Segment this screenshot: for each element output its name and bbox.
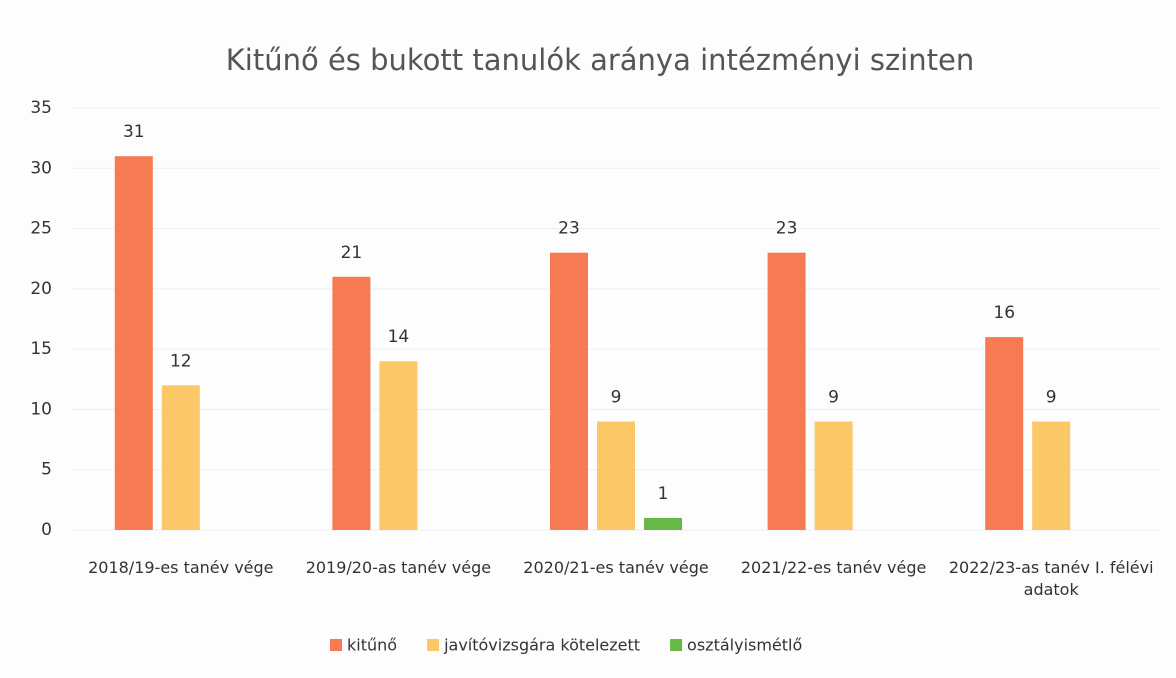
y-tick-label: 20 [30,279,52,299]
y-tick-label: 10 [30,399,52,419]
x-tick-label: 2020/21-es tanév vége [523,558,709,577]
data-label: 16 [993,303,1015,323]
bar [550,252,588,530]
legend-swatch [427,639,440,651]
bar [1032,421,1071,530]
bar [114,156,153,530]
bar [332,276,371,530]
data-label: 14 [388,327,410,347]
legend-swatch [670,639,683,651]
y-tick-label: 25 [30,219,52,239]
x-tick-label: 2022/23-as tanév I. félévi adatok [948,558,1154,599]
legend-label: osztályismétlő [687,636,802,655]
bar [597,421,635,530]
bar [379,361,418,530]
data-label: 21 [341,243,363,263]
data-label: 9 [1046,387,1057,407]
y-tick-label: 5 [41,460,52,480]
data-label: 12 [170,351,192,371]
data-label: 9 [828,387,839,407]
bar [644,517,682,530]
legend-swatch [330,639,342,651]
data-label: 1 [658,484,669,504]
bar [767,252,806,530]
bar [985,337,1024,530]
y-tick-label: 30 [30,158,52,178]
x-tick-label: 2019/20-as tanév vége [305,558,492,577]
y-tick-label: 0 [41,520,52,540]
y-tick-label: 35 [30,98,52,118]
bar [161,385,200,530]
chart-title: Kitűnő és bukott tanulók aránya intézmén… [226,43,974,77]
x-tick-label: 2021/22-es tanév vége [740,558,927,577]
data-label: 31 [123,122,145,142]
y-tick-label: 15 [30,339,52,359]
data-label: 23 [776,219,798,239]
data-label: 23 [558,219,580,239]
bar [814,421,853,530]
legend-label: javítóvizsgára kötelezett [443,636,640,655]
data-label: 9 [611,387,622,407]
legend-label: kitűnő [347,636,397,655]
x-tick-label: 2018/19-es tanév vége [88,558,274,577]
